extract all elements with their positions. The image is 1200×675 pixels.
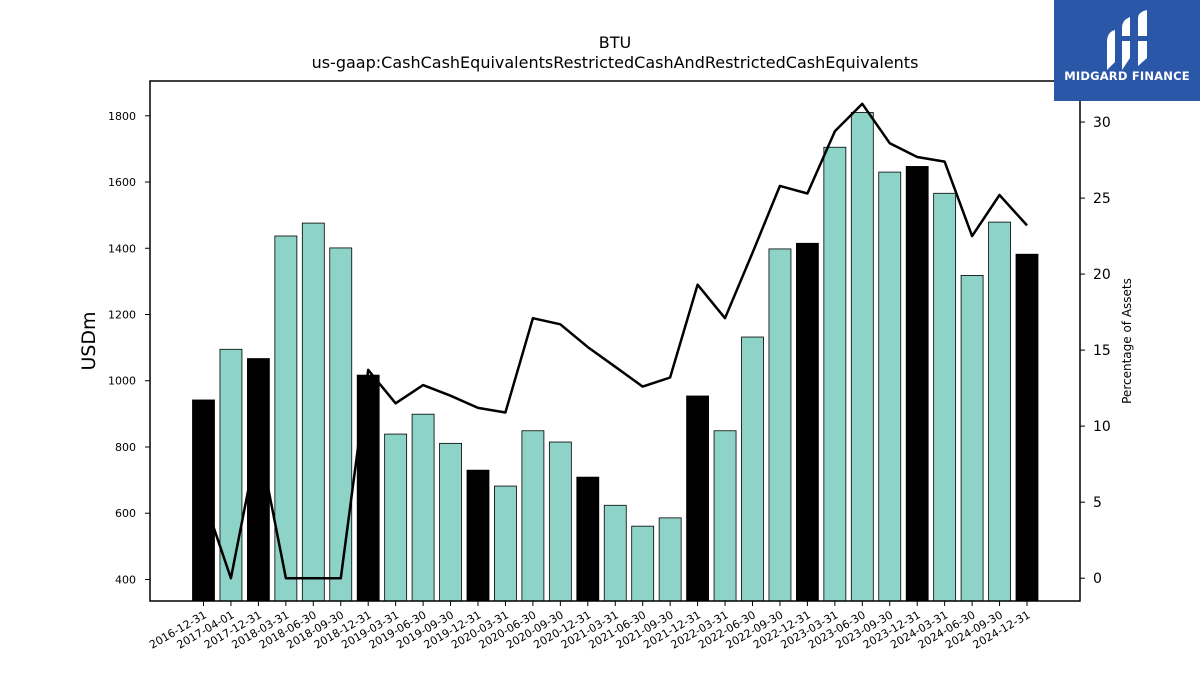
right-axis: 0 5 10 15 20 25 30 [1080,115,1111,587]
bar [713,430,737,602]
chart-title: BTU [599,33,631,52]
y-tick-label: 800 [115,441,136,454]
bar [576,476,600,602]
bar [823,146,847,602]
y2-tick-label: 15 [1093,343,1111,359]
y-tick-label: 400 [115,573,136,586]
bar [439,442,462,602]
logo-text: MIDGARD FINANCE [1064,69,1190,83]
y2-tick-label: 0 [1093,571,1102,587]
bar [933,192,957,602]
bar [548,441,572,602]
bar [329,247,353,602]
bar [960,275,984,602]
pct-assets-line [202,102,1028,580]
bar [466,469,490,602]
y2-tick-label: 25 [1093,191,1111,207]
y-tick-label: 1200 [108,309,136,322]
bar [219,348,243,602]
bar [905,166,929,602]
bar [274,235,298,602]
bar [494,485,517,602]
bar [741,336,764,602]
x-axis: 2016-12-312017-04-012017-12-312018-03-31… [147,601,1033,652]
line-layer [202,102,1028,580]
chart-subtitle: us-gaap:CashCashEquivalentsRestrictedCas… [312,53,919,72]
logo: MIDGARD FINANCE [1054,0,1200,101]
bar [1015,253,1039,602]
bar [521,430,545,602]
y-tick-label: 1600 [108,176,136,189]
bar [301,222,325,602]
bar [603,504,627,602]
bar [988,221,1011,602]
y2-tick-label: 5 [1093,495,1102,511]
bar [631,525,655,602]
y-tick-label: 1000 [108,375,136,388]
bars-layer [192,112,1039,602]
y-tick-label: 1400 [108,242,136,255]
bar [796,242,819,602]
y-tick-label: 600 [115,507,136,520]
left-axis: 400 600 800 1000 1200 1400 1600 1800 [108,110,150,586]
y2-tick-label: 10 [1093,419,1111,435]
y-tick-label: 1800 [108,110,136,123]
y2-axis-label: Percentage of Assets [1120,278,1134,404]
bar [356,374,380,602]
y2-tick-label: 30 [1093,115,1111,131]
bar [850,112,874,602]
bar [411,413,435,602]
bar [658,517,682,602]
y-axis-label: USDm [78,311,100,370]
bar [384,433,408,602]
bar [686,395,709,602]
y2-tick-label: 20 [1093,267,1111,283]
logo-mark-icon [1107,10,1150,70]
bar [768,248,792,602]
bar [878,171,902,602]
